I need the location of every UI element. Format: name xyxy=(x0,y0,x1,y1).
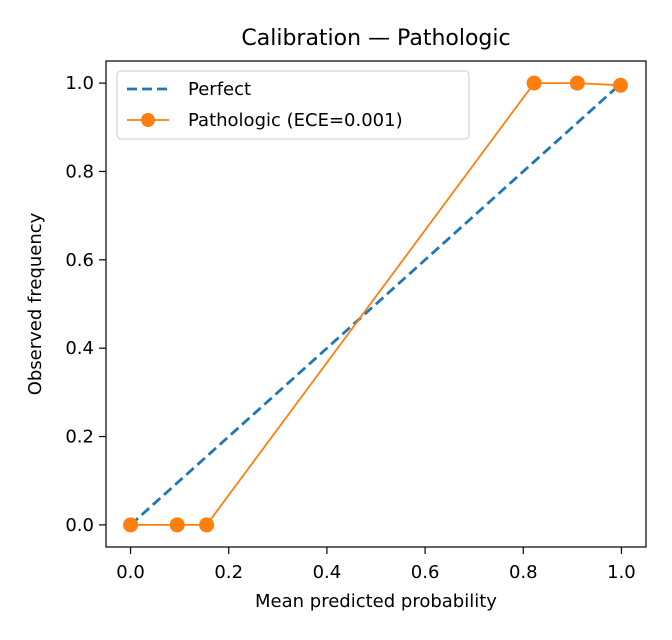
legend-label: Pathologic (ECE=0.001) xyxy=(188,110,403,131)
legend: Perfect Pathologic (ECE=0.001) xyxy=(116,70,470,140)
y-tick-label: 1.0 xyxy=(65,73,94,94)
data-point xyxy=(199,517,215,533)
data-point xyxy=(526,75,542,91)
x-tick-label: 1.0 xyxy=(607,562,636,583)
y-tick-label: 0.8 xyxy=(65,161,94,182)
y-tick-label: 0.6 xyxy=(65,250,94,271)
series-line-1 xyxy=(129,82,623,526)
plot-area: 0.0 0.2 0.4 0.6 0.8 1.0 0.0 0.2 0.4 0.6 0.8 1.0 Perf… xyxy=(65,60,647,583)
y-tick-label: 0.2 xyxy=(65,427,94,448)
legend-box xyxy=(116,70,470,140)
axes-frame xyxy=(105,60,647,548)
data-point xyxy=(612,77,628,93)
legend-swatch-marker xyxy=(141,113,155,127)
x-tick-label: 0.2 xyxy=(214,562,243,583)
x-tick-label: 0.6 xyxy=(411,562,440,583)
y-axis-label: Observed frequency xyxy=(25,212,46,395)
data-point xyxy=(569,75,585,91)
x-axis-label: Mean predicted probability xyxy=(255,591,497,612)
chart-title: Calibration — Pathologic xyxy=(241,26,510,51)
y-tick-label: 0.4 xyxy=(65,338,94,359)
y-tick-label: 0.0 xyxy=(65,515,94,536)
data-point xyxy=(123,517,139,533)
x-tick-label: 0.4 xyxy=(313,562,342,583)
legend-label: Perfect xyxy=(188,79,251,100)
x-tick-label: 0.0 xyxy=(116,562,145,583)
x-tick-label: 0.8 xyxy=(509,562,538,583)
data-point xyxy=(169,517,185,533)
